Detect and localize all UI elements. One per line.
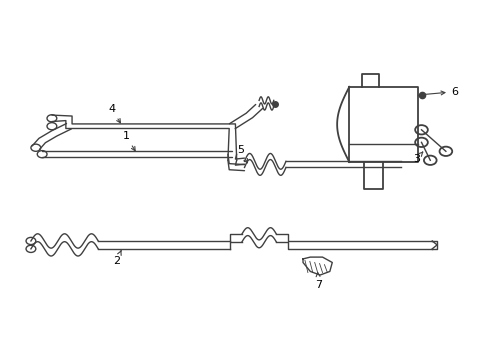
Text: 5: 5 — [237, 145, 247, 163]
Text: 1: 1 — [122, 131, 135, 151]
Text: 3: 3 — [412, 152, 422, 164]
Polygon shape — [303, 257, 331, 275]
Text: 6: 6 — [424, 87, 458, 96]
Text: 7: 7 — [315, 273, 322, 289]
Text: 2: 2 — [113, 251, 121, 266]
Text: 4: 4 — [108, 104, 120, 123]
